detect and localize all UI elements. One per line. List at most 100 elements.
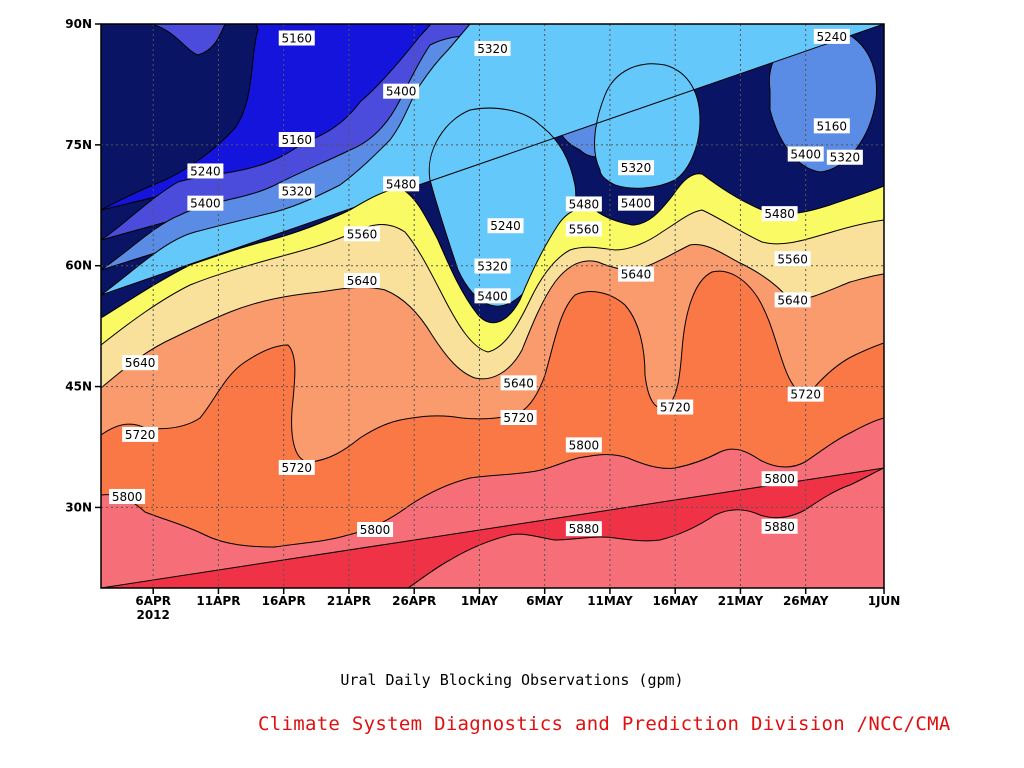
x-tick-label: 6APR xyxy=(135,594,171,608)
contour-band-5880-fill xyxy=(101,467,884,588)
y-tick-label: 90N xyxy=(65,17,92,31)
contour-label-text: 5640 xyxy=(125,356,156,370)
contour-label-text: 5240 xyxy=(190,164,221,178)
plot-frame xyxy=(100,23,885,589)
contour-label: 5320 xyxy=(618,160,655,176)
contour-label: 5880 xyxy=(761,518,798,534)
contour-label: 5240 xyxy=(487,218,524,234)
contour-label-text: 5480 xyxy=(569,197,600,211)
x-tick-label: 1JUN xyxy=(868,594,901,608)
contour-label: 5720 xyxy=(500,409,537,425)
contour-label-text: 5240 xyxy=(490,219,521,233)
contour-label: 5800 xyxy=(357,521,394,537)
contour-label: 5640 xyxy=(774,292,811,308)
contour-band-5800-fill xyxy=(101,417,884,588)
contour-label-text: 5560 xyxy=(569,222,600,236)
contour-label: 5320 xyxy=(278,183,315,199)
contour-label: 5240 xyxy=(187,163,224,179)
contour-label: 5240 xyxy=(813,28,850,44)
contour-label: 5560 xyxy=(565,221,602,237)
contour-label-text: 5320 xyxy=(477,42,508,56)
contour-label-text: 5640 xyxy=(777,293,808,307)
contour-label: 5560 xyxy=(774,251,811,266)
contour-label: 5400 xyxy=(383,83,420,99)
contour-label-text: 5240 xyxy=(817,30,848,44)
contour-label: 5800 xyxy=(761,471,798,487)
contour-label-text: 5800 xyxy=(764,472,795,486)
contour-label-text: 5640 xyxy=(503,376,534,390)
contour-label-text: 5720 xyxy=(281,461,312,475)
contour-label: 5320 xyxy=(474,40,511,56)
contour-label-text: 5160 xyxy=(817,119,848,133)
contour-label: 5800 xyxy=(109,488,146,504)
contour-label: 5160 xyxy=(813,118,850,134)
grid-lines xyxy=(101,24,884,588)
y-tick-label: 45N xyxy=(65,380,92,394)
contour-label-text: 5480 xyxy=(764,207,795,221)
contour-label-text: 5400 xyxy=(477,289,508,303)
contour-label: 5320 xyxy=(826,149,863,165)
contour-label-text: 5800 xyxy=(569,438,600,452)
contour-label: 5480 xyxy=(761,206,798,222)
x-tick-label: 1MAY xyxy=(461,594,498,608)
contour-label: 5720 xyxy=(657,399,694,415)
contour-label-text: 5400 xyxy=(190,197,221,211)
contour-label-text: 5160 xyxy=(281,133,312,147)
contour-label: 5160 xyxy=(278,132,315,148)
contour-label: 5640 xyxy=(122,355,159,371)
contour-label: 5640 xyxy=(500,375,537,391)
contour-label: 5400 xyxy=(474,288,511,304)
chart-xlabel: Ural Daily Blocking Observations (gpm) xyxy=(340,671,684,689)
contour-label: 5320 xyxy=(474,258,511,274)
contour-label: 5160 xyxy=(278,30,315,46)
contour-label: 5640 xyxy=(344,273,380,289)
contour-label: 5880 xyxy=(565,521,602,537)
contour-label-text: 5640 xyxy=(621,268,652,282)
x-tick-label: 11MAY xyxy=(587,594,633,608)
contour-label: 5640 xyxy=(618,266,655,282)
contour-label: 5720 xyxy=(278,459,315,475)
contour-label-text: 5480 xyxy=(386,177,417,191)
contour-label: 5800 xyxy=(565,437,602,453)
contour-label-text: 5800 xyxy=(112,490,143,504)
contour-label-text: 5880 xyxy=(569,522,600,536)
x-tick-label: 21APR xyxy=(327,594,371,608)
x-tick-label: 16APR xyxy=(262,594,306,608)
contour-label-text: 5720 xyxy=(790,388,821,402)
contour-label-text: 5560 xyxy=(347,227,378,241)
x-tick-label: 16MAY xyxy=(652,594,698,608)
contour-label-text: 5640 xyxy=(347,274,378,288)
contour-label-text: 5400 xyxy=(621,197,652,211)
contour-label-text: 5320 xyxy=(477,260,508,274)
contour-label-text: 5160 xyxy=(281,32,312,46)
contour-label: 5400 xyxy=(187,195,224,211)
contour-label-text: 5400 xyxy=(790,148,821,162)
y-tick-label: 30N xyxy=(65,500,92,514)
contour-label-text: 5320 xyxy=(281,185,312,199)
contour-label-text: 5560 xyxy=(777,252,808,266)
x-year-label: 2012 xyxy=(136,608,169,622)
contour-label: 5480 xyxy=(565,196,602,212)
contour-label-text: 5800 xyxy=(360,523,391,537)
contour-labels: 5160 5160 5240 5320 5400 5400 5480 5560 5640 5640… xyxy=(109,28,863,537)
contour-label-text: 5720 xyxy=(503,411,534,425)
contour-label-text: 5320 xyxy=(621,161,652,175)
contour-label: 5480 xyxy=(383,176,420,192)
x-tick-label: 26MAY xyxy=(783,594,829,608)
contour-label: 5720 xyxy=(787,386,824,402)
contour-label: 5400 xyxy=(787,146,824,162)
contour-label: 5400 xyxy=(618,195,655,211)
contour-label: 5560 xyxy=(344,226,380,242)
x-tick-label: 11APR xyxy=(196,594,240,608)
y-tick-label: 60N xyxy=(65,259,92,273)
contour-label-text: 5400 xyxy=(386,85,417,99)
contour-label-text: 5880 xyxy=(764,520,795,534)
credit-line: Climate System Diagnostics and Predictio… xyxy=(258,713,951,735)
contour-label: 5720 xyxy=(122,426,159,442)
x-tick-label: 26APR xyxy=(392,594,436,608)
x-tick-label: 6MAY xyxy=(526,594,563,608)
contour-label-text: 5720 xyxy=(660,401,691,415)
x-tick-label: 21MAY xyxy=(718,594,764,608)
